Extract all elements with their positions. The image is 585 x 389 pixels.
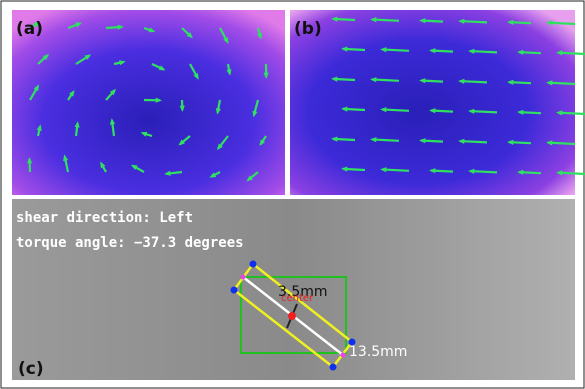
mid-point: [241, 275, 246, 280]
panel-label: (c): [18, 359, 44, 379]
panel-a: [12, 10, 285, 195]
center-dot: [288, 312, 296, 320]
torque-text: torque angle: −37.3 degrees: [16, 235, 244, 251]
panel-b: [290, 10, 575, 195]
corner: [250, 261, 257, 268]
mid-point: [341, 353, 346, 358]
length-label: 13.5mm: [349, 344, 407, 360]
figure: (a) (b) (c) shear direction: Left torque…: [0, 0, 585, 389]
center-label: center: [281, 293, 314, 304]
shear-text: shear direction: Left: [16, 210, 193, 226]
corner: [231, 287, 238, 294]
panel-label: (b): [294, 19, 322, 39]
panel-label: (a): [16, 19, 43, 39]
corner: [330, 364, 337, 371]
